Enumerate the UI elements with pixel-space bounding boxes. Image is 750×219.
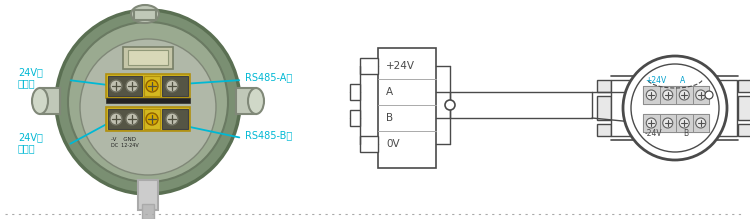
Circle shape bbox=[663, 118, 673, 128]
Bar bbox=[659, 114, 676, 132]
Text: 源负极: 源负极 bbox=[18, 143, 36, 153]
Circle shape bbox=[663, 90, 673, 100]
Text: 24V电: 24V电 bbox=[18, 67, 43, 77]
Circle shape bbox=[680, 118, 689, 128]
Text: 0V: 0V bbox=[386, 139, 400, 149]
Bar bbox=[142, 204, 154, 219]
Bar bbox=[643, 114, 709, 132]
Bar bbox=[236, 88, 256, 114]
Bar bbox=[360, 58, 378, 74]
Circle shape bbox=[56, 10, 240, 194]
Text: RS485-A极: RS485-A极 bbox=[245, 72, 292, 82]
Circle shape bbox=[696, 90, 706, 100]
Bar bbox=[597, 96, 611, 120]
Bar bbox=[738, 80, 750, 92]
Bar bbox=[350, 84, 360, 100]
Bar bbox=[108, 109, 142, 129]
Bar bbox=[597, 80, 611, 92]
Circle shape bbox=[80, 39, 216, 175]
Bar bbox=[597, 124, 611, 136]
Text: B: B bbox=[386, 113, 393, 123]
Text: -V    GND: -V GND bbox=[111, 137, 136, 142]
Bar bbox=[138, 180, 158, 210]
Circle shape bbox=[146, 113, 158, 125]
Bar bbox=[360, 136, 378, 152]
Text: B: B bbox=[683, 129, 688, 138]
Bar bbox=[643, 86, 709, 104]
Text: 24V电: 24V电 bbox=[18, 132, 43, 142]
Bar bbox=[738, 96, 750, 120]
Circle shape bbox=[705, 91, 713, 99]
Bar bbox=[128, 50, 168, 65]
Bar bbox=[659, 86, 676, 104]
Text: +24V: +24V bbox=[645, 76, 666, 85]
Circle shape bbox=[68, 22, 228, 182]
Bar bbox=[643, 114, 659, 132]
Bar bbox=[676, 86, 692, 104]
Bar bbox=[123, 47, 173, 69]
Ellipse shape bbox=[248, 88, 264, 114]
Bar bbox=[134, 10, 156, 20]
Circle shape bbox=[126, 80, 138, 92]
Bar bbox=[738, 124, 750, 136]
Bar bbox=[162, 109, 188, 129]
Text: 源正极: 源正极 bbox=[18, 78, 36, 88]
Text: RS485-B极: RS485-B极 bbox=[245, 130, 292, 140]
Bar bbox=[350, 110, 360, 126]
Circle shape bbox=[126, 113, 138, 125]
Circle shape bbox=[696, 118, 706, 128]
Circle shape bbox=[166, 80, 178, 92]
Ellipse shape bbox=[131, 5, 159, 23]
Text: DC  12-24V: DC 12-24V bbox=[111, 143, 139, 148]
Circle shape bbox=[146, 80, 158, 92]
Text: A: A bbox=[386, 87, 393, 97]
Bar bbox=[611, 80, 737, 136]
Circle shape bbox=[646, 118, 656, 128]
Circle shape bbox=[631, 64, 719, 152]
Bar bbox=[106, 107, 190, 131]
Bar bbox=[378, 48, 436, 168]
Text: A: A bbox=[680, 76, 686, 85]
Bar bbox=[692, 114, 709, 132]
Circle shape bbox=[110, 80, 122, 92]
Circle shape bbox=[110, 113, 122, 125]
Circle shape bbox=[623, 56, 727, 160]
Bar bbox=[162, 76, 188, 96]
Bar bbox=[676, 114, 692, 132]
Bar bbox=[144, 76, 160, 96]
Text: +24V: +24V bbox=[386, 61, 415, 71]
Text: -24V: -24V bbox=[645, 129, 663, 138]
Bar bbox=[106, 74, 190, 98]
Circle shape bbox=[166, 113, 178, 125]
Bar bbox=[108, 76, 142, 96]
Bar bbox=[40, 88, 60, 114]
Bar bbox=[692, 86, 709, 104]
Ellipse shape bbox=[32, 88, 48, 114]
Bar bbox=[643, 86, 659, 104]
Circle shape bbox=[680, 90, 689, 100]
Circle shape bbox=[445, 100, 455, 110]
Bar bbox=[144, 109, 160, 129]
Bar bbox=[106, 98, 190, 103]
Circle shape bbox=[646, 90, 656, 100]
